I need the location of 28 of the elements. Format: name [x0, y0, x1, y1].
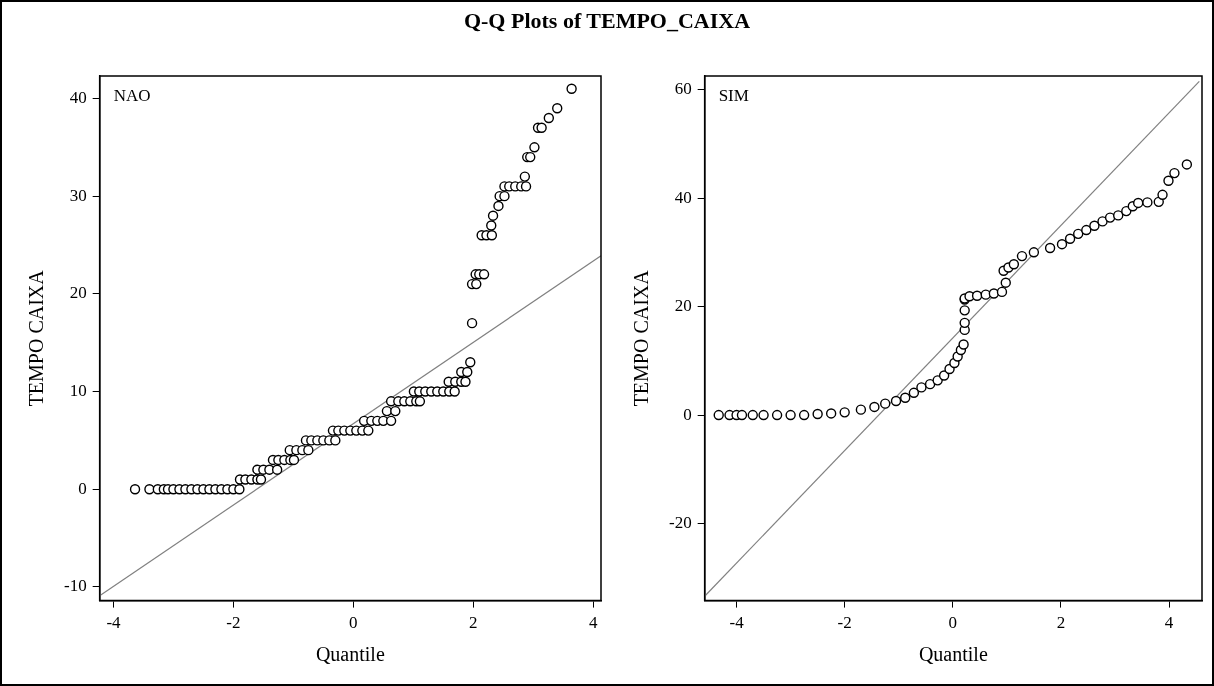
x-tick-label: -4 — [729, 613, 745, 633]
x-tick-label: -2 — [837, 613, 852, 633]
x-tick-label: 2 — [1056, 613, 1066, 633]
x-tick-label: 2 — [469, 613, 478, 633]
x-tick-label: -4 — [106, 613, 122, 633]
y-axis-title: TEMPO CAIXA — [630, 269, 653, 407]
y-tick-label: 40 — [69, 87, 87, 107]
chart-title: Q-Q Plots of TEMPO_CAIXA — [462, 8, 752, 34]
x-axis-title: Quantile — [315, 643, 385, 666]
x-axis-title: Quantile — [918, 643, 988, 666]
y-tick-label: -10 — [63, 576, 87, 596]
x-tick-label: 4 — [1164, 613, 1174, 633]
x-tick-label: 4 — [588, 613, 598, 633]
x-tick-label: 0 — [948, 613, 958, 633]
y-tick-label: 60 — [674, 79, 692, 99]
y-tick-label: -20 — [668, 513, 692, 533]
y-tick-label: 20 — [69, 283, 87, 303]
y-tick-label: 30 — [69, 185, 87, 205]
annotation: NAO — [113, 85, 151, 105]
annotation: SIM — [718, 85, 749, 105]
y-tick-label: 40 — [674, 187, 692, 207]
y-tick-label: 20 — [674, 296, 692, 316]
y-tick-label: 0 — [78, 478, 87, 498]
y-tick-label: 10 — [69, 381, 87, 401]
x-tick-label: -2 — [226, 613, 241, 633]
x-tick-label: 0 — [349, 613, 358, 633]
y-axis-title: TEMPO CAIXA — [25, 269, 48, 407]
y-tick-label: 0 — [683, 404, 692, 424]
